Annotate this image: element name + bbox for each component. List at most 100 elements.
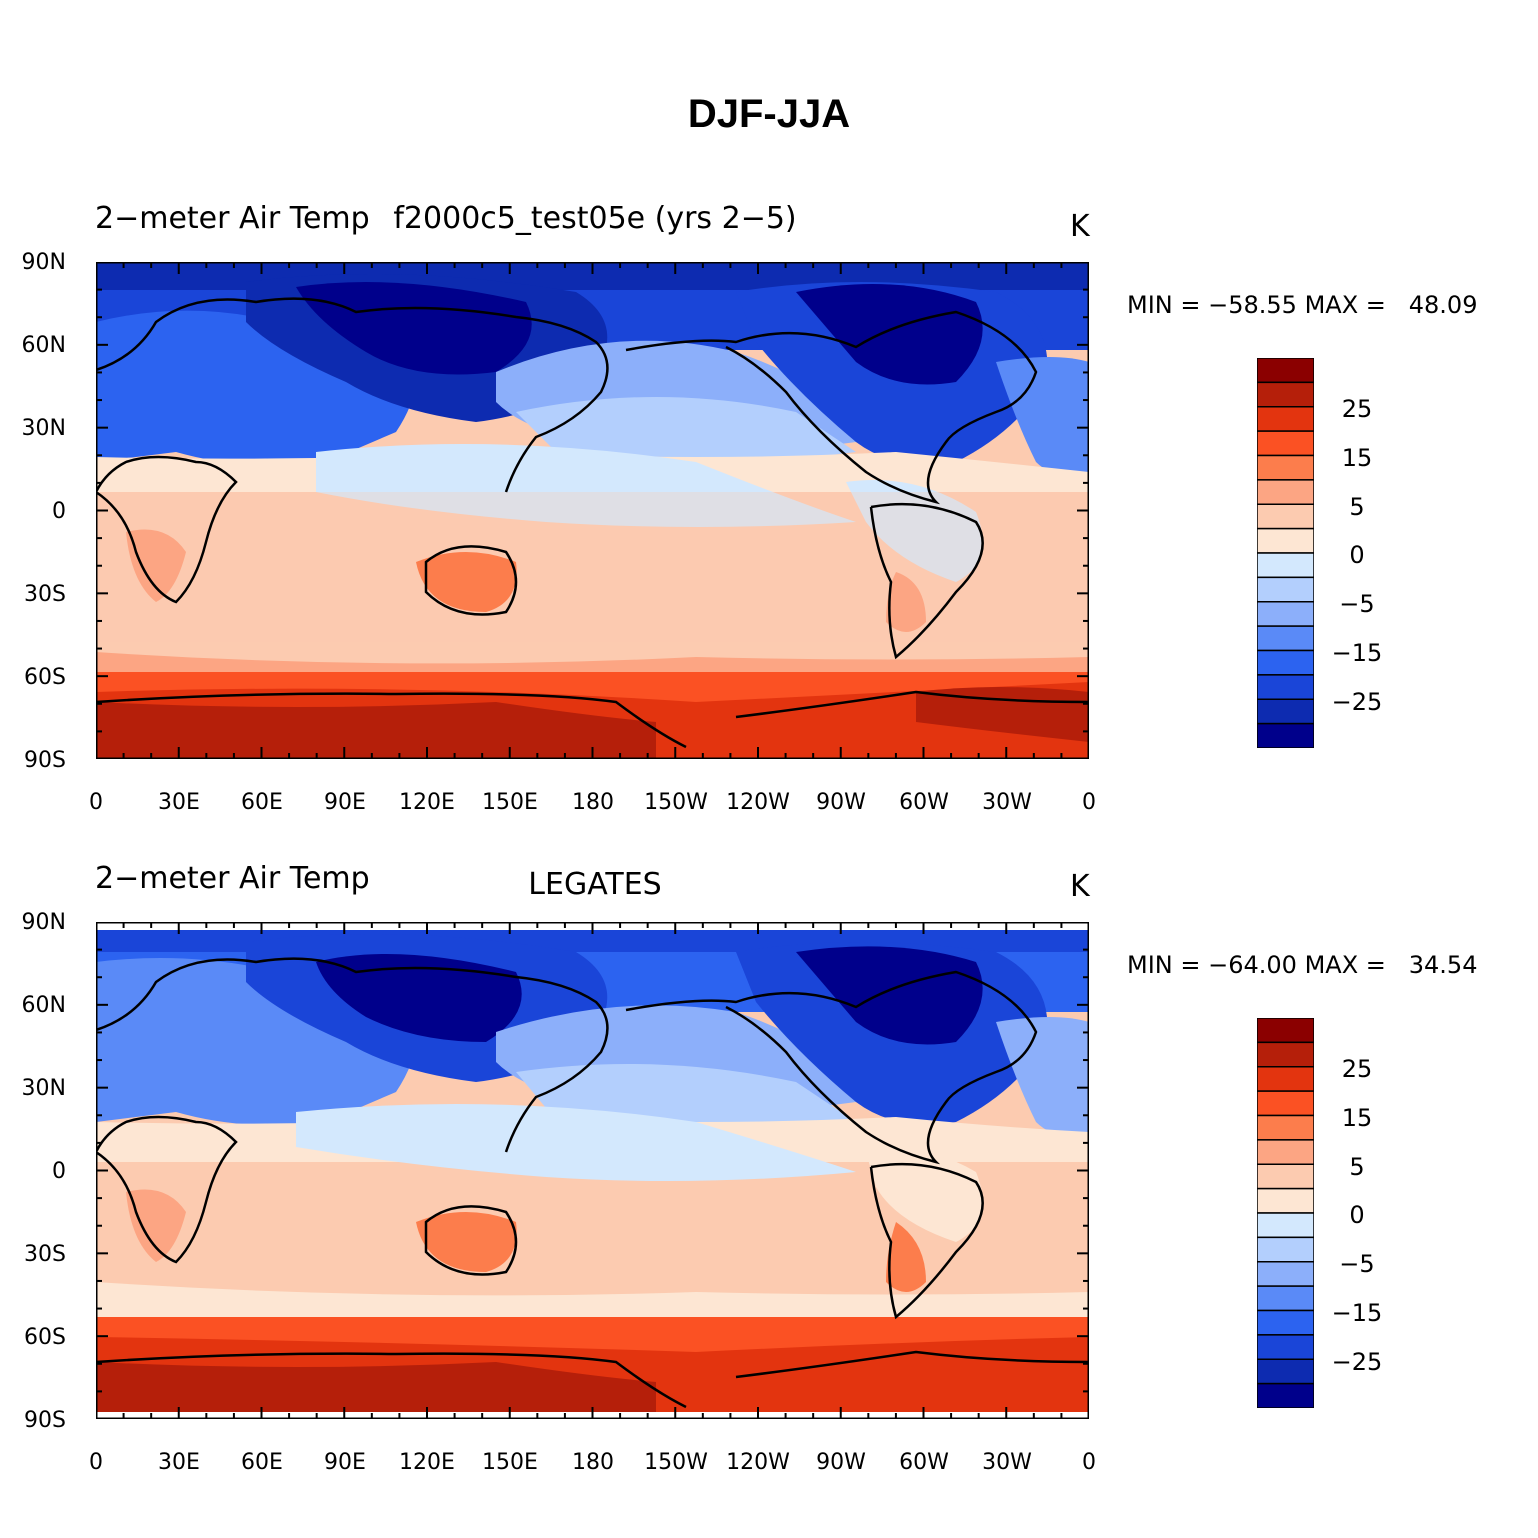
max-value: MAX = 48.09 (1304, 291, 1478, 319)
colorbar-swatch (1256, 601, 1315, 627)
colorbar-swatch (1256, 1041, 1315, 1068)
units-label: K (1070, 869, 1090, 904)
min-max-stats: MIN = −58.55 MAX = 48.09 (1127, 291, 1477, 319)
figure-title: DJF-JJA (687, 92, 851, 136)
colorbar-swatch (1256, 1285, 1315, 1312)
lon-tick-label: 150E (482, 1450, 538, 1475)
colorbar-label: 5 (1349, 1153, 1365, 1181)
colorbar-swatch (1256, 1334, 1315, 1360)
lat-tick-label: 30S (24, 1242, 66, 1267)
colorbar-label: −25 (1331, 1348, 1383, 1376)
lon-tick-label: 30E (158, 1450, 200, 1475)
colorbar-swatch (1256, 430, 1315, 457)
lat-tick-label: 90S (24, 748, 66, 773)
colorbar-label: −5 (1339, 1250, 1375, 1278)
lat-tick-label: 30N (21, 1076, 66, 1101)
variable-label: 2−meter Air Temp (95, 201, 370, 236)
lat-tick-label: 60S (24, 1325, 66, 1350)
lat-tick-label: 0 (52, 499, 66, 524)
colorbar-label: −5 (1339, 590, 1375, 618)
colorbar-swatch (1256, 576, 1315, 603)
lon-tick-label: 180 (572, 1450, 614, 1475)
colorbar-swatch (1256, 406, 1315, 432)
panel-obs: 2−meter Air Temp LEGATES K MIN = −64.00 … (0, 855, 1538, 1495)
lon-tick-label: 150W (644, 790, 708, 815)
lon-tick-label: 120W (726, 1450, 790, 1475)
colorbar-swatch (1256, 527, 1315, 554)
colorbar-swatch (1256, 552, 1315, 579)
colorbar-label: −15 (1331, 1299, 1383, 1327)
lat-tick-label: 90N (21, 910, 66, 935)
lat-tick-label: 60N (21, 333, 66, 358)
colorbar-swatch (1256, 503, 1315, 530)
lat-tick-label: 30S (24, 582, 66, 607)
case-label: f2000c5_test05e (yrs 2−5) (393, 201, 797, 236)
lon-tick-label: 0 (1082, 1450, 1096, 1475)
colorbar-swatch (1256, 625, 1315, 652)
colorbar-label: −15 (1331, 639, 1383, 667)
colorbar-label: 25 (1341, 1055, 1373, 1083)
colorbar-swatch (1256, 722, 1315, 749)
lon-tick-label: 60E (241, 1450, 283, 1475)
lon-tick-label: 120W (726, 790, 790, 815)
colorbar-swatch (1256, 1309, 1315, 1336)
min-value: MIN = −64.00 (1127, 951, 1297, 979)
lon-tick-label: 0 (89, 790, 103, 815)
lon-tick-label: 0 (89, 1450, 103, 1475)
colorbar-label: 5 (1349, 493, 1365, 521)
lat-tick-label: 60S (24, 665, 66, 690)
colorbar-swatch (1256, 1017, 1315, 1044)
lon-tick-label: 120E (399, 790, 455, 815)
axis-ticks (96, 262, 1089, 759)
lon-tick-label: 60W (899, 790, 949, 815)
colorbar-swatch (1256, 674, 1315, 700)
lon-tick-label: 90E (324, 1450, 366, 1475)
lon-tick-label: 150W (644, 1450, 708, 1475)
colorbar-swatch (1256, 1261, 1315, 1287)
lon-tick-label: 120E (399, 1450, 455, 1475)
lat-tick-label: 60N (21, 993, 66, 1018)
colorbar-label: 15 (1341, 444, 1373, 472)
lat-tick-label: 0 (52, 1159, 66, 1184)
map-plot (96, 922, 1089, 1419)
variable-label: 2−meter Air Temp (95, 861, 370, 896)
axis-ticks (96, 922, 1089, 1419)
colorbar-swatch (1256, 1212, 1315, 1239)
lat-tick-label: 30N (21, 416, 66, 441)
map-plot (96, 262, 1089, 759)
colorbar-label: 0 (1349, 1201, 1365, 1229)
colorbar-label: −25 (1331, 688, 1383, 716)
colorbar-label: 25 (1341, 395, 1373, 423)
colorbar-swatch (1256, 357, 1315, 384)
lat-tick-label: 90S (24, 1408, 66, 1433)
colorbar-swatch (1256, 649, 1315, 676)
lat-tick-label: 90N (21, 250, 66, 275)
colorbar-swatch (1256, 1114, 1315, 1141)
lon-tick-label: 30W (982, 1450, 1032, 1475)
lon-tick-label: 60E (241, 790, 283, 815)
colorbar-swatch (1256, 1163, 1315, 1190)
colorbar-swatch (1256, 1187, 1315, 1214)
colorbar (1256, 357, 1315, 749)
temperature-map (96, 922, 1089, 1419)
colorbar-swatch (1256, 1382, 1315, 1409)
colorbar-swatch (1256, 1139, 1315, 1165)
max-value: MAX = 34.54 (1304, 951, 1478, 979)
min-value: MIN = −58.55 (1127, 291, 1297, 319)
panel-model: 2−meter Air Temp f2000c5_test05e (yrs 2−… (0, 195, 1538, 835)
colorbar-label: 0 (1349, 541, 1365, 569)
lon-tick-label: 60W (899, 1450, 949, 1475)
colorbar-swatches (1256, 357, 1315, 749)
lon-tick-label: 90W (816, 1450, 866, 1475)
colorbar-swatch (1256, 1236, 1315, 1263)
colorbar-swatch (1256, 381, 1315, 408)
colorbar-swatch (1256, 1090, 1315, 1117)
lon-tick-label: 180 (572, 790, 614, 815)
lon-tick-label: 30E (158, 790, 200, 815)
lon-tick-label: 30W (982, 790, 1032, 815)
lon-tick-label: 0 (1082, 790, 1096, 815)
colorbar-label: 15 (1341, 1104, 1373, 1132)
lon-tick-label: 90W (816, 790, 866, 815)
min-max-stats: MIN = −64.00 MAX = 34.54 (1127, 951, 1477, 979)
lon-tick-label: 150E (482, 790, 538, 815)
